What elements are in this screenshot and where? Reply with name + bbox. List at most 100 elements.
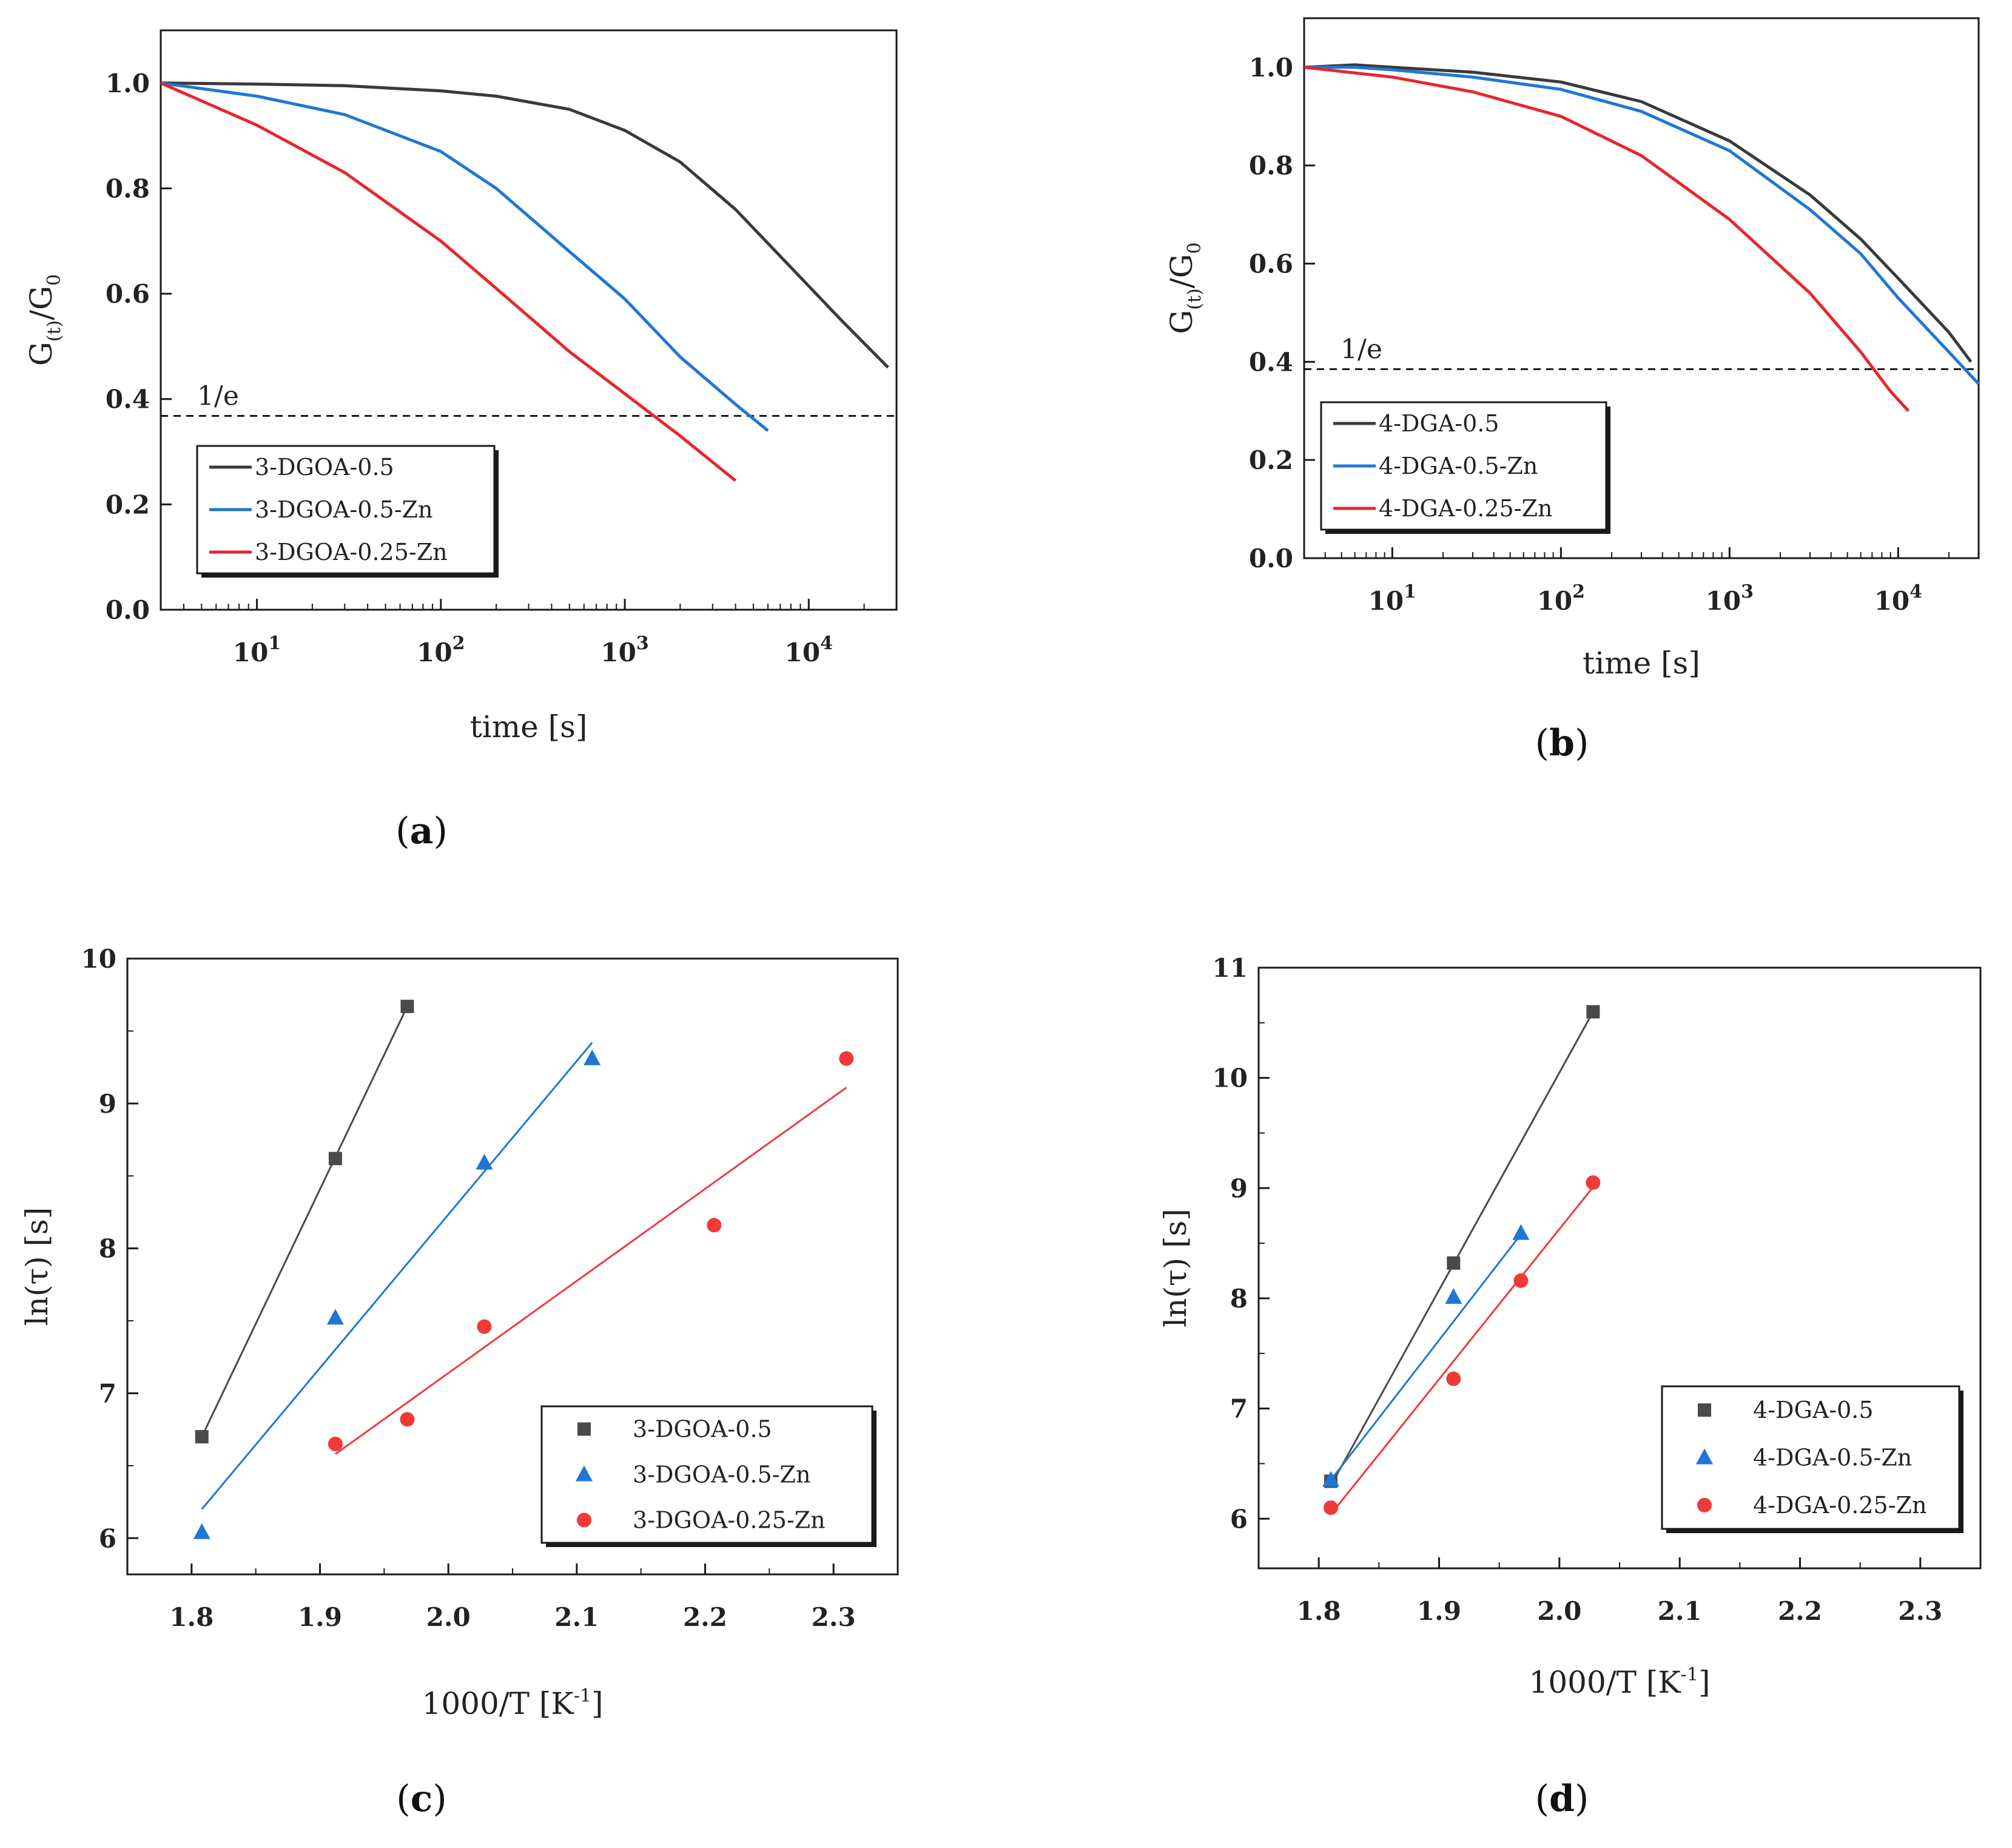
- y-axis-label: ln(τ) [s]: [19, 1207, 55, 1326]
- series-line: [160, 81, 889, 369]
- caption-b: (b): [1535, 722, 1589, 764]
- legend-label: 4-DGA-0.5: [1753, 1397, 1874, 1423]
- y-tick-label: 7: [1230, 1394, 1248, 1424]
- data-point: [476, 1153, 493, 1170]
- caption-c: (c): [396, 1778, 447, 1820]
- x-axis-label: 1000/T [K-1]: [1529, 1664, 1711, 1700]
- fit-line: [1330, 1011, 1594, 1486]
- data-point: [1447, 1256, 1461, 1270]
- legend-marker: [577, 1422, 591, 1436]
- x-tick-label: 104: [785, 633, 833, 667]
- x-tick-label: 1.9: [298, 1602, 342, 1632]
- y-tick-label: 1.0: [1249, 53, 1293, 83]
- legend-label: 3-DGOA-0.5-Zn: [633, 1462, 810, 1488]
- series-line: [1304, 66, 1910, 412]
- chart-c: 6 7 8 9 10 1.8 1.9 2.0 2.1 2.2 2.3 ln(τ) [s] 1000/T …: [19, 944, 899, 1721]
- x-tick-label: 103: [601, 633, 648, 667]
- reference-line-label: 1/e: [197, 381, 239, 412]
- y-tick-label: 0.6: [106, 279, 150, 309]
- legend-label: 3-DGOA-0.5: [633, 1416, 772, 1443]
- y-tick-label: 6: [99, 1523, 116, 1553]
- legend-label: 3-DGOA-0.5-Zn: [255, 496, 432, 523]
- data-point: [1322, 1471, 1339, 1487]
- caption-a: (a): [395, 810, 448, 852]
- y-tick-label: 0.8: [1249, 151, 1293, 181]
- x-tick-label: 1.8: [169, 1602, 214, 1632]
- legend: 3-DGOA-0.5 3-DGOA-0.5-Zn 3-DGOA-0.25-Zn: [540, 1405, 876, 1547]
- data-point: [477, 1319, 492, 1334]
- legend: 4-DGA-0.5 4-DGA-0.5-Zn 4-DGA-0.25-Zn: [1661, 1385, 1963, 1533]
- data-point: [1586, 1175, 1601, 1190]
- x-axis-label: 1000/T [K-1]: [422, 1685, 604, 1721]
- data-point: [839, 1051, 854, 1066]
- x-tick-label: 2.1: [554, 1602, 599, 1632]
- y-tick-label: 9: [1230, 1173, 1248, 1203]
- y-axis-label: ln(τ) [s]: [1158, 1209, 1193, 1327]
- data-point: [1324, 1500, 1338, 1516]
- data-point: [1513, 1273, 1529, 1288]
- caption-d: (d): [1535, 1778, 1589, 1820]
- x-axis-label: time [s]: [1583, 646, 1700, 681]
- legend-marker: [576, 1465, 593, 1482]
- series-3-DGOA-0.5: [195, 999, 414, 1444]
- series-line: [1304, 63, 1973, 363]
- data-point: [1512, 1224, 1530, 1240]
- data-point: [326, 1309, 344, 1325]
- x-tick-label: 101: [1368, 581, 1416, 616]
- data-point: [1445, 1288, 1462, 1304]
- legend-label: 3-DGOA-0.25-Zn: [255, 539, 448, 565]
- data-point: [707, 1218, 722, 1233]
- fit-line: [335, 1087, 847, 1455]
- y-tick-label: 9: [99, 1089, 116, 1119]
- series-3-DGOA-0.5: [160, 81, 889, 369]
- y-tick-label: 6: [1230, 1504, 1248, 1534]
- legend-marker: [1697, 1497, 1712, 1512]
- y-tick-label: 8: [1230, 1284, 1248, 1313]
- x-tick-label: 103: [1706, 581, 1754, 616]
- x-tick-label: 104: [1874, 581, 1922, 616]
- y-tick-label: 7: [99, 1378, 116, 1408]
- series-4-DGA-0.5: [1324, 1005, 1600, 1488]
- series-3-DGOA-0.25-Zn: [160, 81, 737, 482]
- data-point: [328, 1437, 343, 1452]
- x-tick-label: 102: [1537, 581, 1585, 616]
- y-axis-label: G(t)/G0: [1164, 242, 1205, 334]
- legend-label: 4-DGA-0.5-Zn: [1753, 1445, 1912, 1471]
- series-line: [160, 81, 737, 482]
- y-tick-label: 0.2: [106, 490, 150, 519]
- legend-label: 3-DGOA-0.5: [255, 454, 394, 481]
- data-point: [193, 1523, 210, 1539]
- data-point: [1586, 1005, 1600, 1019]
- series-4-DGA-0.25-Zn: [1304, 66, 1910, 412]
- x-tick-label: 2.3: [1898, 1596, 1942, 1626]
- reference-line-label: 1/e: [1341, 334, 1382, 365]
- fit-line: [201, 1042, 593, 1510]
- series-line: [1304, 66, 1980, 385]
- series-3-DGOA-0.5-Zn: [193, 1042, 601, 1539]
- y-axis-label: G(t)/G0: [24, 274, 65, 366]
- series-line: [160, 81, 769, 432]
- x-tick-label: 2.2: [1778, 1596, 1822, 1626]
- y-tick-label: 0.2: [1249, 445, 1293, 475]
- legend-label: 4-DGA-0.5: [1379, 410, 1499, 437]
- data-point: [328, 1152, 342, 1165]
- series-4-DGA-0.5-Zn: [1304, 66, 1980, 385]
- chart-a: 0.0 0.2 0.4 0.6 0.8 1.0 101 102 103 104 G(t)/G0 tim…: [24, 29, 898, 744]
- y-tick-label: 11: [1213, 953, 1248, 983]
- series-4-DGA-0.5-Zn: [1322, 1224, 1530, 1487]
- x-tick-label: 2.3: [812, 1602, 856, 1632]
- legend-box: [540, 1405, 873, 1544]
- x-tick-label: 1.8: [1297, 1596, 1341, 1626]
- x-tick-label: 1.9: [1417, 1596, 1461, 1626]
- x-tick-label: 2.0: [426, 1602, 471, 1632]
- data-point: [1446, 1371, 1461, 1386]
- legend-marker: [1698, 1403, 1711, 1417]
- series-4-DGA-0.5: [1304, 63, 1973, 363]
- x-axis-label: time [s]: [470, 709, 588, 744]
- y-tick-label: 0.0: [106, 595, 150, 625]
- y-tick-label: 0.0: [1249, 544, 1293, 573]
- x-tick-label: 102: [417, 633, 465, 667]
- x-tick-label: 101: [233, 633, 281, 667]
- legend: 4-DGA-0.5 4-DGA-0.5-Zn 4-DGA-0.25-Zn: [1320, 401, 1610, 534]
- y-tick-label: 1.0: [106, 69, 150, 98]
